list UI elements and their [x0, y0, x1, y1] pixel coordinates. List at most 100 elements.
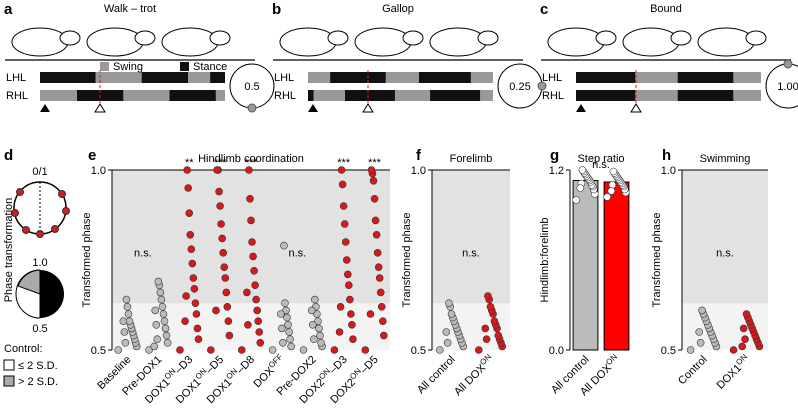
mouse-body — [161, 27, 219, 57]
data-point — [481, 324, 490, 333]
stance-bar — [677, 90, 734, 101]
stance-bar — [430, 90, 481, 101]
half-black — [40, 270, 64, 318]
phase-value: 0.5 — [244, 81, 259, 93]
legend-swatch — [180, 62, 189, 71]
data-point — [188, 259, 197, 268]
data-point — [160, 317, 169, 326]
stance-bar — [40, 72, 96, 83]
data-point — [380, 331, 388, 340]
data-point — [217, 220, 225, 228]
data-point — [182, 292, 190, 300]
data-point — [219, 249, 227, 257]
data-point — [345, 281, 353, 290]
data-point — [245, 166, 253, 174]
data-point — [246, 195, 254, 203]
mouse-body — [11, 27, 69, 57]
data-point — [163, 338, 172, 347]
data-point — [192, 310, 201, 318]
data-point — [336, 302, 345, 311]
data-point — [576, 184, 585, 192]
data-point — [284, 320, 292, 329]
panel-letter: h — [662, 147, 671, 164]
data-point — [445, 299, 453, 308]
data-point — [244, 320, 252, 329]
data-point — [339, 202, 348, 210]
data-point — [254, 317, 263, 326]
data-point — [280, 241, 288, 250]
data-point — [157, 295, 166, 304]
data-point — [191, 299, 200, 308]
data-point — [218, 234, 226, 243]
data-point — [152, 320, 161, 329]
d-bottom: 0.5 — [32, 323, 47, 335]
limb-label: RHL — [6, 90, 28, 102]
limb-label: LHL — [274, 72, 294, 84]
swing-bar — [40, 72, 225, 83]
step-marker — [94, 103, 106, 113]
data-point — [253, 306, 261, 315]
legend-label: Stance — [193, 61, 227, 73]
data-point — [123, 302, 132, 311]
step-marker — [630, 103, 642, 113]
y-tick-label: 0.5 — [91, 345, 106, 357]
data-point — [279, 338, 287, 347]
swing-bar — [308, 90, 493, 101]
data-point — [184, 184, 192, 192]
data-point — [342, 256, 351, 264]
data-point — [375, 274, 384, 282]
phase-dot — [247, 103, 257, 113]
mouse-head — [327, 30, 349, 46]
data-point — [335, 328, 344, 336]
mouse-body — [622, 27, 680, 57]
data-point — [373, 249, 382, 257]
stance-bar — [576, 90, 636, 101]
data-point — [603, 193, 612, 201]
data-point — [249, 252, 257, 261]
data-point — [187, 245, 196, 253]
mouse-head — [670, 30, 692, 46]
data-point — [212, 306, 220, 315]
data-point — [176, 346, 184, 354]
data-point — [225, 331, 234, 340]
data-point — [248, 238, 256, 246]
phase-dot — [783, 59, 793, 69]
data-point — [122, 295, 131, 304]
data-point — [315, 324, 323, 333]
data-point — [316, 331, 324, 340]
data-point — [255, 328, 264, 336]
stance-bar — [330, 72, 386, 83]
data-point — [739, 324, 748, 333]
phase-dot — [58, 190, 66, 198]
data-point — [482, 335, 491, 344]
data-point — [474, 346, 483, 354]
y-axis-label: Hindlimb:forelimb — [539, 218, 551, 303]
data-point — [158, 302, 167, 311]
phase-dot — [36, 230, 44, 238]
limb-label: LHL — [6, 72, 26, 84]
significance: n.s. — [288, 247, 306, 259]
x-tick-label: DOX1ON — [713, 352, 753, 392]
stance-bar — [141, 72, 188, 83]
data-point — [486, 302, 495, 311]
data-point — [607, 187, 616, 195]
data-point — [374, 263, 383, 272]
data-point — [285, 328, 293, 336]
data-point — [370, 195, 379, 203]
data-point — [223, 302, 232, 311]
data-point — [119, 317, 128, 326]
data-point — [484, 292, 492, 300]
data-point — [216, 202, 224, 210]
legend-swatch — [3, 375, 15, 387]
step-marker — [362, 103, 374, 113]
mouse-body — [279, 27, 337, 57]
data-point — [696, 338, 705, 347]
data-point — [278, 324, 286, 333]
data-point — [686, 346, 695, 354]
significance: *** — [368, 157, 382, 169]
label-text: Control — [676, 354, 710, 388]
data-point — [121, 338, 130, 347]
data-point — [194, 335, 203, 344]
data-point — [377, 302, 386, 311]
data-point — [207, 346, 215, 354]
